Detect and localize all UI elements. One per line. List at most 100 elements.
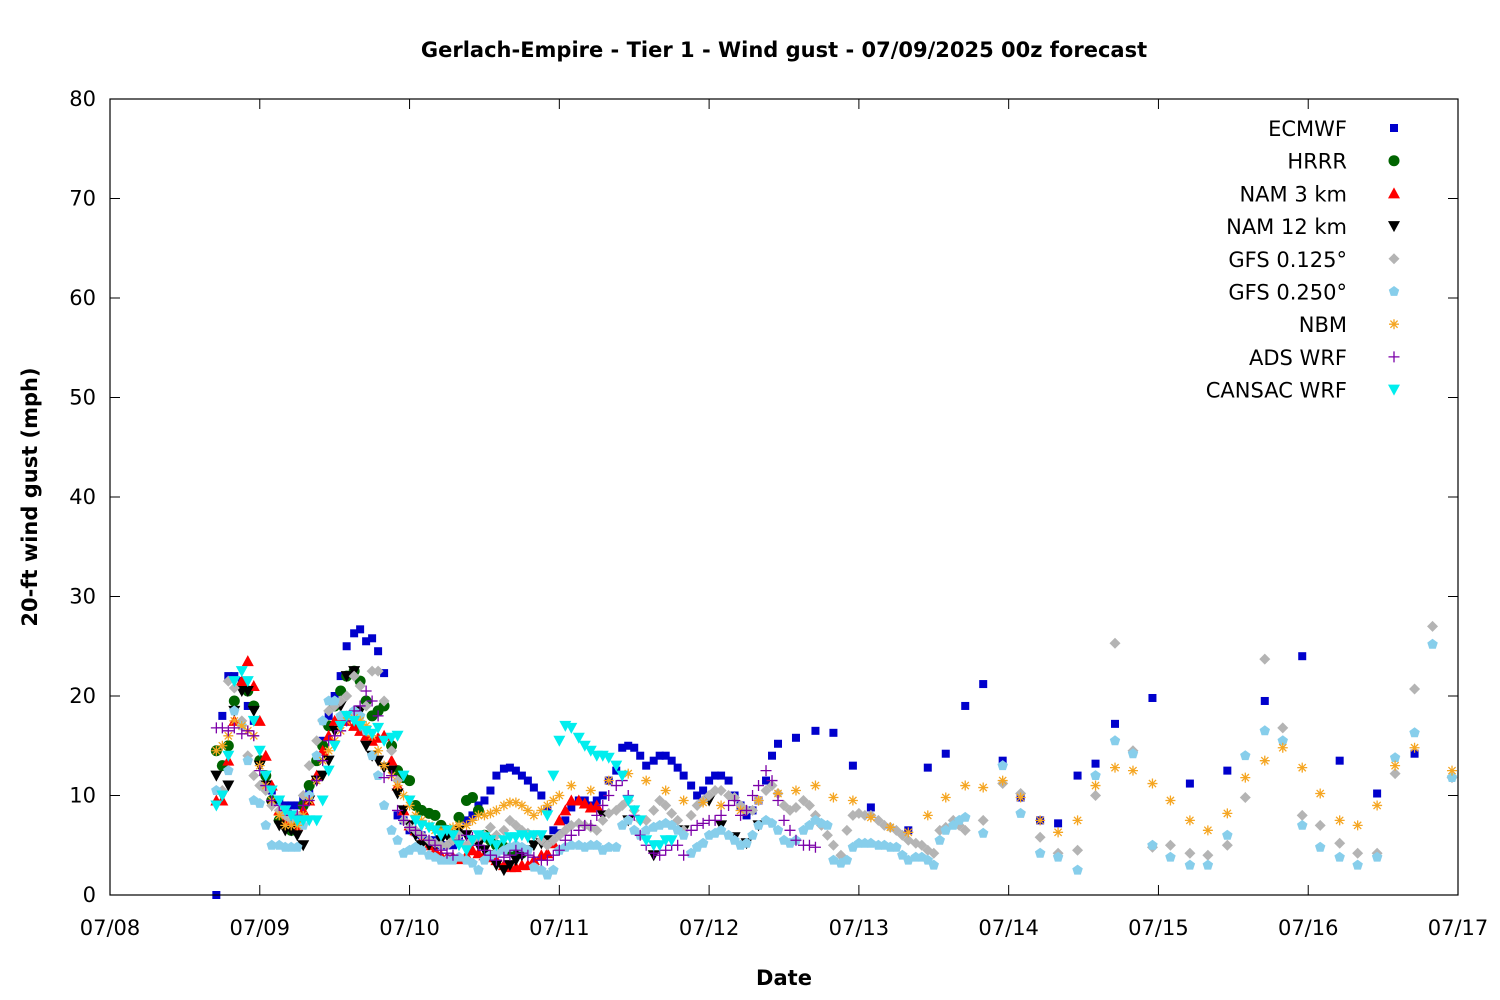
data-point xyxy=(336,672,345,681)
data-point xyxy=(1296,809,1308,821)
data-point xyxy=(274,810,285,821)
data-point xyxy=(724,776,733,785)
data-point xyxy=(516,800,527,811)
data-point xyxy=(959,824,971,836)
data-point xyxy=(1277,735,1288,746)
data-point xyxy=(597,814,609,826)
x-tick-label: 07/11 xyxy=(529,916,590,940)
data-point xyxy=(1277,722,1289,734)
data-point xyxy=(553,735,566,747)
data-point xyxy=(1298,652,1307,661)
data-point xyxy=(548,864,559,875)
data-point xyxy=(311,775,323,787)
data-point xyxy=(934,834,945,845)
data-point xyxy=(541,810,554,822)
data-point xyxy=(485,808,496,819)
data-point xyxy=(922,810,933,821)
data-point xyxy=(603,841,614,852)
data-point xyxy=(350,629,359,638)
data-point xyxy=(1352,820,1363,831)
chart-title: Gerlach-Empire - Tier 1 - Wind gust - 07… xyxy=(421,38,1147,62)
data-point xyxy=(729,794,741,806)
legend-marker xyxy=(1388,351,1400,363)
data-point xyxy=(741,837,752,848)
legend-marker xyxy=(1388,253,1400,265)
data-point xyxy=(478,844,490,856)
data-point xyxy=(490,854,502,866)
data-point xyxy=(891,841,902,852)
data-point xyxy=(611,841,622,852)
data-point xyxy=(478,832,491,844)
data-point xyxy=(248,770,260,782)
data-point xyxy=(473,864,484,875)
data-point xyxy=(409,815,422,827)
legend-label: HRRR xyxy=(1287,150,1347,174)
data-point xyxy=(549,826,558,835)
data-point xyxy=(715,809,727,821)
data-point xyxy=(223,765,234,776)
data-point xyxy=(717,771,726,780)
data-point xyxy=(790,785,801,796)
data-point xyxy=(768,751,777,760)
series-gfs-0-250- xyxy=(211,638,1458,880)
data-point xyxy=(372,722,385,734)
data-point xyxy=(610,780,622,792)
data-point xyxy=(229,705,240,716)
data-point xyxy=(1034,831,1046,843)
data-point xyxy=(561,816,570,825)
data-point xyxy=(467,857,478,868)
data-point xyxy=(1447,765,1458,776)
data-point xyxy=(699,786,708,795)
data-point xyxy=(484,835,497,847)
data-point xyxy=(1389,768,1401,780)
data-point xyxy=(1372,800,1383,811)
data-point xyxy=(218,711,227,720)
legend-label: NBM xyxy=(1299,313,1347,337)
data-point xyxy=(379,760,390,771)
data-point xyxy=(753,780,765,792)
data-point xyxy=(978,827,989,838)
data-point xyxy=(441,847,453,859)
data-point xyxy=(1373,789,1382,798)
legend-label: NAM 12 km xyxy=(1226,215,1347,239)
data-point xyxy=(603,775,614,786)
legend-label: ADS WRF xyxy=(1249,346,1347,370)
data-point xyxy=(317,755,329,767)
data-point xyxy=(590,799,603,811)
data-point xyxy=(997,760,1008,771)
data-point xyxy=(1015,807,1026,818)
data-point xyxy=(292,841,303,852)
data-point xyxy=(497,865,510,877)
data-point xyxy=(452,840,465,852)
data-point xyxy=(1090,780,1101,791)
data-point xyxy=(247,705,260,717)
data-point xyxy=(630,743,639,752)
x-tick-label: 07/13 xyxy=(829,916,890,940)
data-point xyxy=(618,743,627,752)
data-point xyxy=(1427,620,1439,632)
data-point xyxy=(323,745,334,756)
x-tick-label: 07/16 xyxy=(1278,916,1339,940)
data-point xyxy=(528,810,539,821)
data-point xyxy=(977,814,989,826)
data-point xyxy=(1446,772,1458,782)
data-point xyxy=(711,771,720,780)
x-tick-label: 07/17 xyxy=(1428,916,1489,940)
data-point xyxy=(660,785,671,796)
data-point xyxy=(316,770,329,782)
data-point xyxy=(940,824,951,835)
data-point xyxy=(429,809,441,821)
data-point xyxy=(1072,815,1083,826)
data-point xyxy=(960,811,971,822)
data-point xyxy=(374,647,383,656)
data-point xyxy=(753,819,764,830)
data-point xyxy=(348,670,360,682)
data-point xyxy=(398,814,410,826)
data-point xyxy=(372,665,384,677)
data-point xyxy=(392,834,403,845)
data-point xyxy=(1259,725,1270,736)
data-point xyxy=(753,795,764,806)
data-point xyxy=(628,805,641,817)
data-point xyxy=(486,786,495,795)
data-point xyxy=(687,781,696,790)
